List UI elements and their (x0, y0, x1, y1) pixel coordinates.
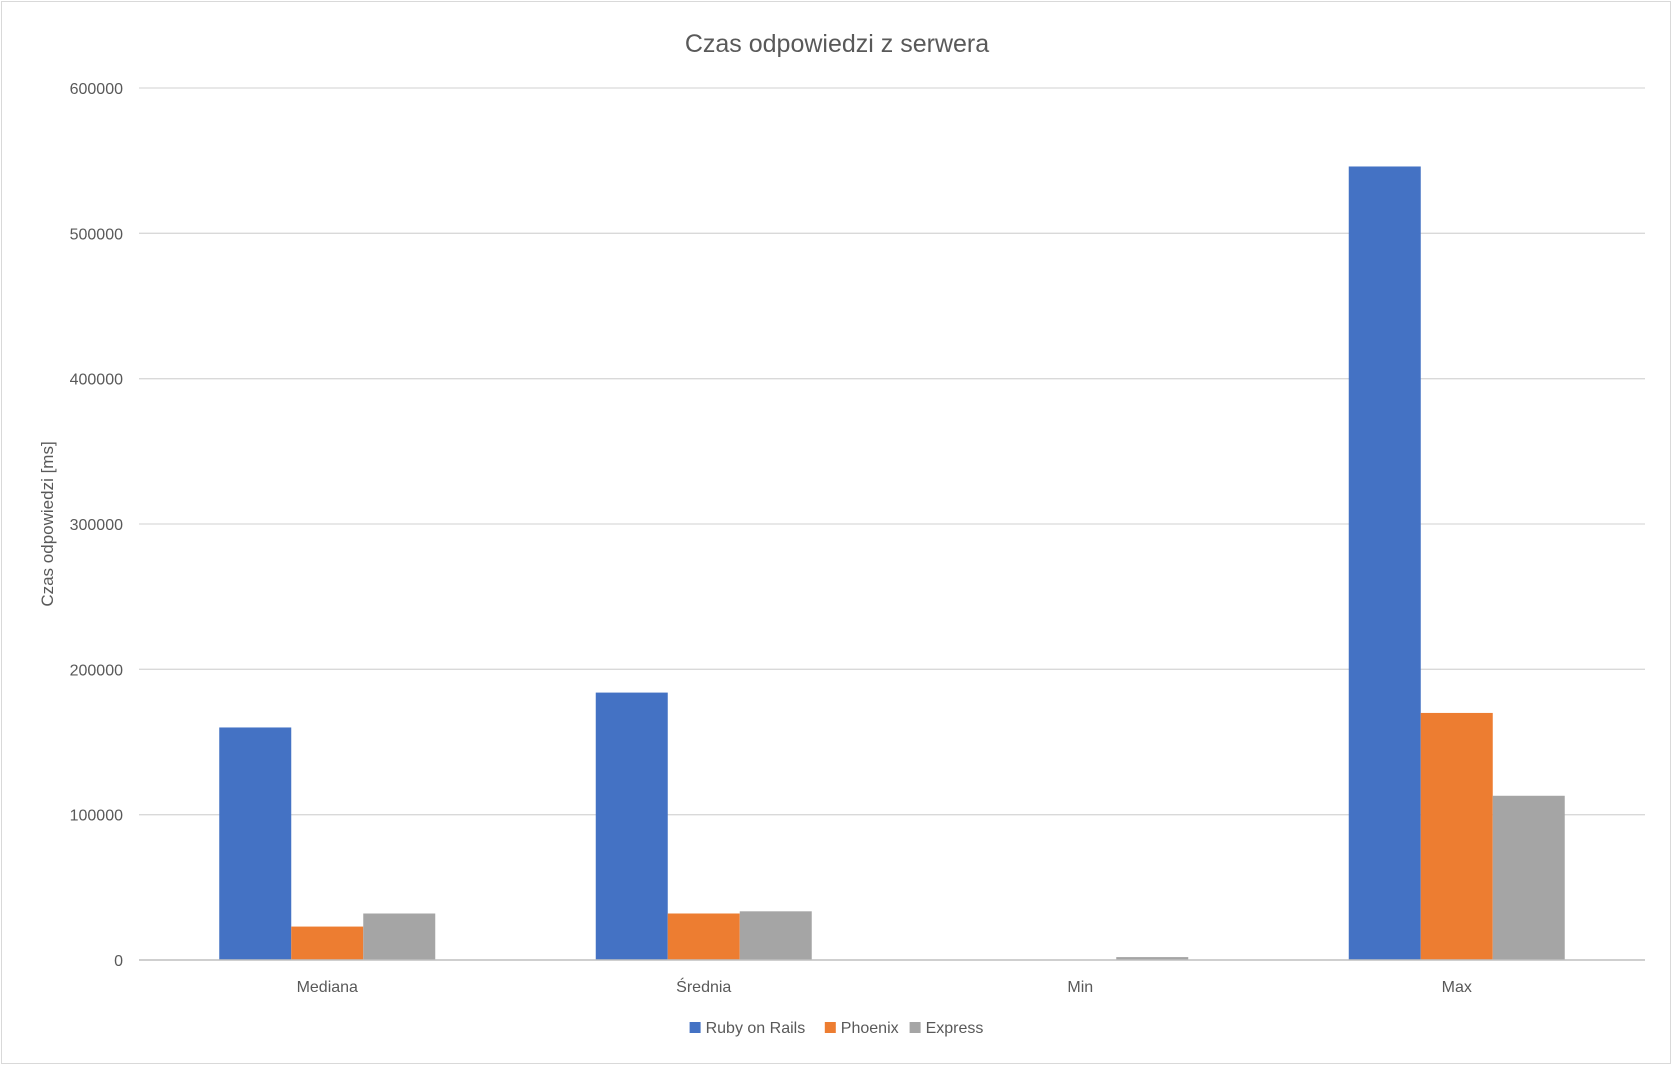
x-category-label: Średnia (676, 977, 731, 996)
bar (1116, 957, 1189, 960)
bar (667, 913, 740, 960)
x-category-label: Mediana (297, 979, 358, 996)
legend-label: Express (926, 1020, 984, 1037)
x-category-label: Min (1067, 979, 1093, 996)
x-axis-categories: Mediana Średnia Min Max (297, 977, 1472, 996)
chart-title: Czas odpowiedzi z serwera (685, 30, 989, 58)
bar (1348, 166, 1421, 961)
bars (219, 166, 1565, 961)
y-axis-ticks: 0 100000 200000 300000 400000 500000 600000 (70, 81, 123, 970)
legend: Ruby on Rails Phoenix Express (689, 1020, 984, 1037)
x-category-label: Max (1442, 979, 1472, 996)
bar (219, 727, 292, 960)
bar (1492, 795, 1565, 960)
y-axis-title: Czas odpowiedzi [ms] (38, 441, 57, 606)
bar (291, 926, 364, 960)
bar (595, 692, 668, 960)
y-tick-label: 200000 (70, 662, 123, 679)
legend-swatch (824, 1022, 836, 1033)
y-tick-label: 400000 (70, 372, 123, 389)
legend-swatch (909, 1022, 921, 1033)
legend-label: Ruby on Rails (706, 1020, 806, 1037)
bar (739, 911, 812, 960)
bar (1420, 712, 1493, 960)
y-tick-label: 300000 (70, 517, 123, 534)
y-tick-label: 0 (114, 953, 123, 970)
bar (363, 913, 436, 960)
y-tick-label: 600000 (70, 81, 123, 98)
legend-swatch (689, 1022, 701, 1033)
y-tick-label: 500000 (70, 226, 123, 243)
y-tick-label: 100000 (70, 808, 123, 825)
legend-label: Phoenix (841, 1020, 899, 1037)
